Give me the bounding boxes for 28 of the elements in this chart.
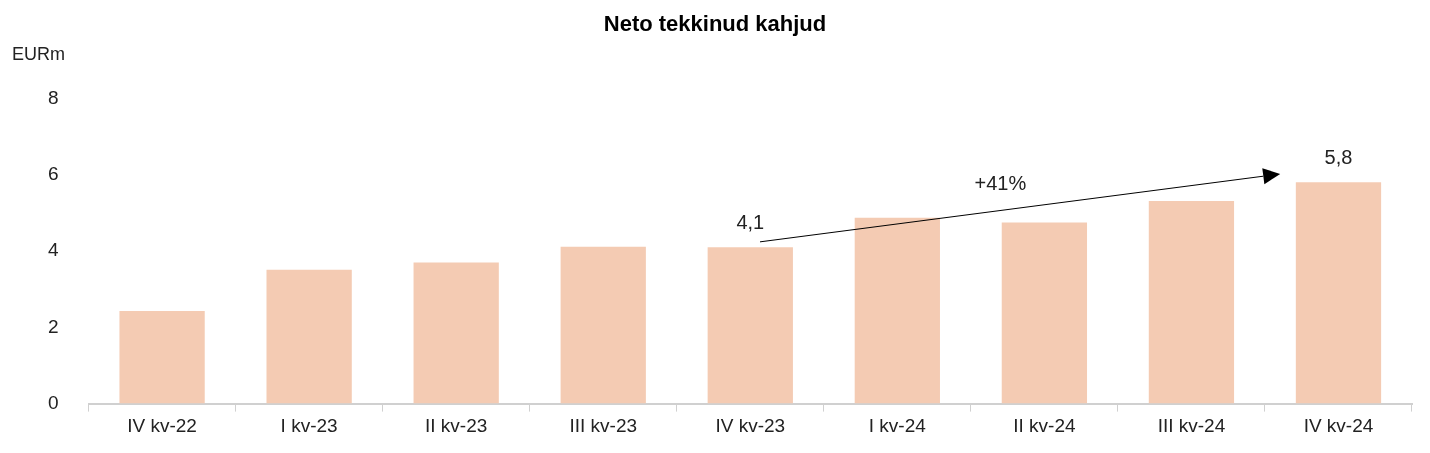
x-tick-label: II kv-24 [1013,415,1076,437]
data-label: 4,1 [736,210,765,233]
annotation: +41% [974,171,1027,194]
bar [854,217,940,404]
x-tick-label: IV kv-22 [127,415,197,437]
x-tick-label: III kv-24 [1157,415,1226,437]
x-tick-label: IV kv-24 [1303,415,1374,437]
x-tick-label: III kv-23 [569,415,638,437]
y-tick-label: 4 [47,239,59,261]
bar [266,269,352,404]
bar [560,246,646,404]
y-tick-label: 2 [47,315,59,337]
x-tick-label: IV kv-23 [715,415,786,437]
chart-title: Neto tekkinud kahjud [603,11,827,37]
x-tick-label: I kv-23 [280,415,338,437]
x-tick-label: II kv-23 [425,415,488,437]
bar [1148,201,1235,404]
y-tick-label: 0 [47,391,59,413]
bar [707,247,793,404]
bar [1001,222,1088,404]
bar [413,262,499,404]
y-tick-label: 6 [47,162,59,184]
x-tick-label: I kv-24 [868,415,927,437]
y-tick-label: 8 [47,86,59,108]
bar [1295,182,1382,404]
y-axis-title: EURm [12,43,65,64]
data-label: 5,8 [1324,145,1353,168]
bar [119,310,205,404]
